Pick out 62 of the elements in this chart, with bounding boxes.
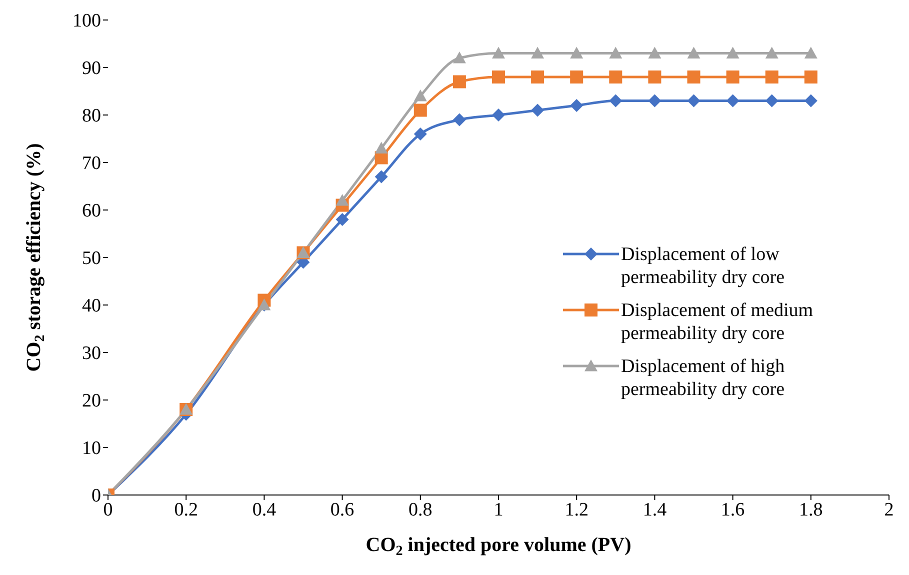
point <box>336 194 349 206</box>
legend-label: Displacement of medium permeability dry core <box>621 300 814 344</box>
legend-label: Displacement of low permeability dry core <box>621 244 785 288</box>
y-tick-label: 0 <box>92 486 101 507</box>
x-tick-label: 1.8 <box>799 499 823 520</box>
point <box>492 108 505 122</box>
point <box>414 128 427 140</box>
y-tick-label: 70 <box>82 153 101 174</box>
x-tick-label: 0.4 <box>252 499 277 520</box>
point <box>804 46 818 58</box>
point <box>531 46 544 58</box>
point <box>374 142 388 154</box>
point <box>414 104 427 117</box>
x-tick-label: 0.8 <box>408 499 432 520</box>
y-tick-label: 90 <box>82 58 101 80</box>
point <box>765 70 778 84</box>
point <box>452 75 466 88</box>
point <box>648 94 662 108</box>
y-tick-label: 100 <box>72 10 101 32</box>
point <box>765 94 778 108</box>
point <box>336 213 349 226</box>
point <box>452 113 466 126</box>
point <box>570 46 584 58</box>
x-tick-label: 1.6 <box>720 499 745 520</box>
y-tick-label: 80 <box>82 106 101 127</box>
point <box>531 104 544 117</box>
x-tick-label: 0.6 <box>330 499 354 520</box>
point <box>492 46 505 58</box>
y-tick-label: 60 <box>82 200 101 222</box>
point <box>726 70 740 84</box>
point <box>531 70 544 84</box>
point <box>804 94 818 108</box>
point <box>492 70 505 84</box>
point <box>414 90 427 102</box>
point <box>570 70 584 84</box>
point <box>374 170 388 184</box>
point <box>765 46 778 58</box>
legend-label: Displacement of high permeability dry core <box>621 356 785 400</box>
x-tick-label: 1 <box>494 499 504 520</box>
point <box>726 94 740 108</box>
x-tick-label: 2 <box>884 499 894 520</box>
point <box>804 70 818 84</box>
x-tick-label: 1.4 <box>642 499 668 520</box>
point <box>687 46 700 58</box>
point <box>687 70 700 84</box>
point <box>687 94 700 108</box>
y-tick-label: 50 <box>82 248 101 270</box>
point <box>609 70 622 84</box>
y-tick-label: 20 <box>82 390 101 412</box>
x-tick-label: 0.2 <box>174 499 198 520</box>
point <box>452 52 466 64</box>
point <box>609 94 622 108</box>
x-axis-title: CO$_{2}$ injected pore volume (PV) <box>366 534 632 558</box>
x-tick-label: 1.2 <box>564 499 588 520</box>
point <box>570 99 584 112</box>
point <box>726 46 740 58</box>
point <box>609 46 622 58</box>
point <box>648 70 662 84</box>
y-tick-label: 40 <box>82 296 101 317</box>
point <box>648 46 662 58</box>
y-tick-label: 30 <box>82 343 101 364</box>
y-tick-label: 10 <box>82 438 101 460</box>
